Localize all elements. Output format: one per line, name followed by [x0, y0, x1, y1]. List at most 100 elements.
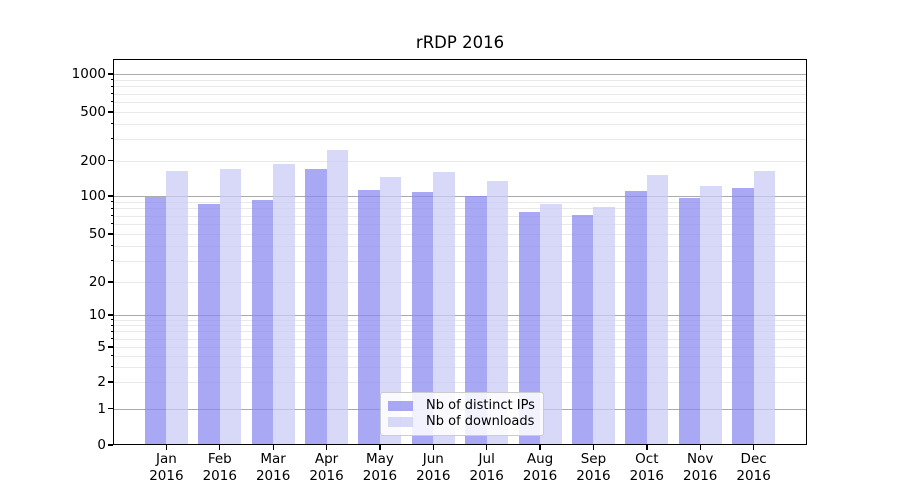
x-tick-mark [753, 445, 755, 450]
bar-downloads [540, 204, 562, 444]
legend-swatch-distinct-ips [388, 400, 413, 412]
minor-gridline [114, 282, 806, 283]
major-gridline [114, 196, 806, 197]
bar-distinct-ips [465, 196, 487, 444]
x-tick-month: Oct [635, 451, 659, 467]
minor-gridline [114, 208, 806, 210]
minor-gridline [114, 245, 806, 247]
legend: Nb of distinct IPs Nb of downloads [380, 392, 544, 436]
x-tick-year: 2016 [255, 468, 291, 484]
x-tick-mark [486, 445, 488, 450]
minor-gridline [114, 382, 806, 383]
minor-gridline [114, 201, 806, 203]
y-tick-mark [108, 444, 113, 446]
y-tick-label: 50 [88, 226, 106, 242]
x-tick-mark [539, 445, 541, 450]
minor-gridline [114, 260, 806, 262]
x-tick-year: 2016 [469, 468, 504, 484]
bar-distinct-ips [518, 211, 541, 444]
y-tick-mark [108, 73, 113, 75]
bar-downloads [753, 170, 776, 444]
x-tick-year: 2016 [522, 468, 558, 484]
y-tick-label: 20 [88, 274, 106, 290]
x-tick-mark [379, 445, 381, 450]
bar-downloads [166, 170, 188, 444]
legend-row-distinct-ips: Nb of distinct IPs [388, 399, 535, 413]
y-tick-mark [108, 195, 113, 197]
y-tick-label: 100 [80, 188, 106, 204]
y-tick-mark [110, 223, 113, 225]
x-tick-year: 2016 [736, 468, 771, 484]
x-tick-label: Oct 2016 [605, 451, 689, 485]
y-tick-mark [110, 337, 113, 339]
minor-gridline [114, 123, 806, 125]
x-tick-year: 2016 [309, 468, 344, 484]
minor-gridline [114, 139, 806, 141]
plot-area [113, 59, 807, 445]
minor-gridline [114, 112, 806, 113]
x-tick-mark [272, 445, 274, 450]
bar-downloads [379, 176, 402, 444]
bar-downloads [700, 186, 722, 444]
minor-gridline [114, 86, 806, 88]
y-tick-mark [108, 233, 113, 235]
x-tick-label: Jan 2016 [124, 451, 208, 485]
minor-gridline [114, 319, 806, 321]
x-tick-year: 2016 [683, 468, 718, 484]
bar-distinct-ips [251, 199, 274, 444]
y-tick-mark [110, 260, 113, 262]
x-tick-month: Mar [260, 451, 286, 467]
x-tick-label: Aug 2016 [498, 451, 582, 485]
minor-gridline [114, 102, 806, 103]
y-tick-mark [110, 319, 113, 321]
bar-downloads [486, 181, 509, 444]
bar-distinct-ips [571, 214, 594, 444]
y-tick-mark [110, 123, 113, 125]
bar-distinct-ips [305, 169, 327, 444]
chart-title: rRDP 2016 [415, 33, 505, 52]
minor-gridline [114, 234, 806, 235]
x-tick-year: 2016 [416, 468, 451, 484]
y-tick-mark [108, 381, 113, 383]
x-tick-year: 2016 [149, 468, 184, 484]
x-tick-mark [432, 445, 434, 450]
y-tick-mark [108, 159, 113, 162]
bar-distinct-ips [198, 203, 220, 444]
legend-row-downloads: Nb of downloads [388, 415, 535, 429]
x-tick-mark [699, 445, 701, 450]
y-tick-mark [110, 330, 113, 332]
legend-swatch-downloads [388, 416, 413, 428]
x-tick-label: Sep 2016 [551, 451, 635, 485]
bar-distinct-ips [144, 196, 167, 444]
bar-downloads [433, 171, 455, 444]
x-tick-label: Nov 2016 [658, 451, 742, 485]
bar-distinct-ips [732, 187, 754, 444]
minor-gridline [114, 93, 806, 95]
minor-gridline [114, 331, 806, 333]
x-tick-month: Feb [207, 451, 232, 467]
y-tick-mark [110, 365, 113, 367]
x-tick-label: Jun 2016 [391, 451, 475, 485]
y-tick-label: 2 [97, 374, 106, 390]
bar-downloads [593, 206, 615, 444]
x-tick-year: 2016 [362, 468, 398, 484]
y-tick-mark [108, 346, 113, 348]
y-tick-mark [110, 354, 113, 356]
y-tick-mark [108, 111, 113, 113]
x-tick-label: Jul 2016 [445, 451, 529, 485]
y-tick-mark [110, 201, 113, 203]
y-tick-label: 0 [97, 437, 106, 453]
x-tick-year: 2016 [202, 468, 237, 484]
x-tick-mark [592, 445, 595, 450]
y-tick-mark [110, 92, 113, 94]
bar-downloads [326, 149, 349, 444]
x-tick-month: Jul [478, 451, 495, 467]
x-tick-label: Mar 2016 [231, 451, 315, 485]
y-tick-mark [110, 101, 113, 103]
y-tick-mark [110, 324, 113, 326]
x-tick-month: Jan [155, 451, 177, 467]
y-tick-label: 5 [97, 339, 106, 355]
x-tick-month: Sep [580, 451, 607, 467]
x-tick-month: Dec [740, 451, 767, 467]
